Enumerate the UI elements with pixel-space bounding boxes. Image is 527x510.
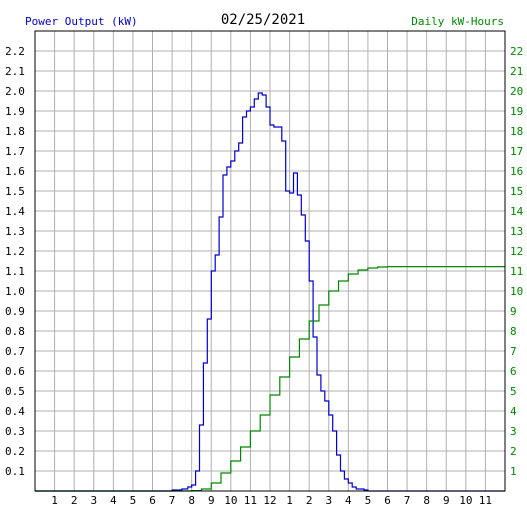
- x-tick-label: 3: [90, 494, 97, 507]
- right-axis-label: Daily kW-Hours: [411, 15, 504, 28]
- right-tick-label: 22: [510, 45, 523, 58]
- x-tick-label: 2: [306, 494, 313, 507]
- left-tick-label: 0.6: [5, 365, 25, 378]
- right-tick-label: 6: [510, 365, 517, 378]
- x-tick-label: 10: [224, 494, 237, 507]
- left-tick-label: 0.5: [5, 385, 25, 398]
- right-tick-label: 3: [510, 425, 517, 438]
- x-tick-label: 6: [384, 494, 391, 507]
- right-tick-label: 4: [510, 405, 517, 418]
- left-tick-label: 0.2: [5, 445, 25, 458]
- right-tick-label: 16: [510, 165, 523, 178]
- x-tick-label: 5: [130, 494, 137, 507]
- right-tick-label: 21: [510, 65, 523, 78]
- right-tick-label: 18: [510, 125, 523, 138]
- x-tick-label: 2: [71, 494, 78, 507]
- x-tick-label: 11: [244, 494, 257, 507]
- left-tick-label: 1.5: [5, 185, 25, 198]
- left-tick-label: 0.7: [5, 345, 25, 358]
- left-tick-label: 1.1: [5, 265, 25, 278]
- x-tick-labels: 1 2 3 4 5 6 7 8 9 10 11 12 1 2 3 4 5 6 7 8 9 10 11: [51, 494, 492, 507]
- right-tick-label: 20: [510, 85, 523, 98]
- x-tick-label: 1: [51, 494, 58, 507]
- plot-border: [34, 30, 506, 492]
- left-tick-label: 1.9: [5, 105, 25, 118]
- right-tick-label: 8: [510, 325, 517, 338]
- left-tick-label: 1.0: [5, 285, 25, 298]
- power-series-line: [35, 92, 505, 492]
- x-tick-label: 12: [263, 494, 276, 507]
- x-tick-label: 4: [110, 494, 117, 507]
- left-tick-label: 1.6: [5, 165, 25, 178]
- left-tick-label: 0.3: [5, 425, 25, 438]
- x-tick-label: 1: [286, 494, 293, 507]
- energy-series-line: [35, 266, 505, 492]
- right-tick-label: 2: [510, 445, 517, 458]
- left-tick-label: 1.4: [5, 205, 25, 218]
- right-tick-label: 1: [510, 465, 517, 478]
- left-axis-label: Power Output (kW): [25, 15, 138, 28]
- right-tick-label: 17: [510, 145, 523, 158]
- left-tick-label: 0.9: [5, 305, 25, 318]
- x-tick-label: 8: [188, 494, 195, 507]
- grid: [35, 31, 505, 491]
- x-tick-label: 7: [169, 494, 176, 507]
- x-tick-label: 10: [459, 494, 472, 507]
- right-tick-label: 14: [510, 205, 524, 218]
- left-tick-label: 1.2: [5, 245, 25, 258]
- left-tick-label: 0.1: [5, 465, 25, 478]
- right-tick-label: 10: [510, 285, 523, 298]
- left-tick-label: 0.4: [5, 405, 25, 418]
- right-tick-label: 11: [510, 265, 523, 278]
- left-tick-label: 2.1: [5, 65, 25, 78]
- x-tick-label: 6: [149, 494, 156, 507]
- left-tick-label: 0.8: [5, 325, 25, 338]
- x-tick-label: 9: [208, 494, 215, 507]
- left-tick-label: 1.3: [5, 225, 25, 238]
- series-group: [35, 92, 505, 492]
- x-tick-label: 3: [325, 494, 332, 507]
- right-tick-label: 13: [510, 225, 523, 238]
- left-tick-label: 1.7: [5, 145, 25, 158]
- right-tick-label: 19: [510, 105, 523, 118]
- right-tick-label: 15: [510, 185, 523, 198]
- x-tick-label: 4: [345, 494, 352, 507]
- left-tick-label: 2.0: [5, 85, 25, 98]
- left-tick-label: 1.8: [5, 125, 25, 138]
- right-tick-label: 5: [510, 385, 517, 398]
- left-tick-label: 2.2: [5, 45, 25, 58]
- x-tick-label: 11: [479, 494, 492, 507]
- right-tick-label: 12: [510, 245, 523, 258]
- left-tick-labels: 0.1 0.2 0.3 0.4 0.5 0.6 0.7 0.8 0.9 1.0 1.1 1.2 1.3 1…: [5, 45, 25, 478]
- right-tick-label: 7: [510, 345, 517, 358]
- chart-title: 02/25/2021: [221, 12, 305, 28]
- x-tick-label: 7: [404, 494, 411, 507]
- x-tick-label: 8: [423, 494, 430, 507]
- right-tick-label: 9: [510, 305, 517, 318]
- x-tick-label: 9: [443, 494, 450, 507]
- x-tick-label: 5: [365, 494, 372, 507]
